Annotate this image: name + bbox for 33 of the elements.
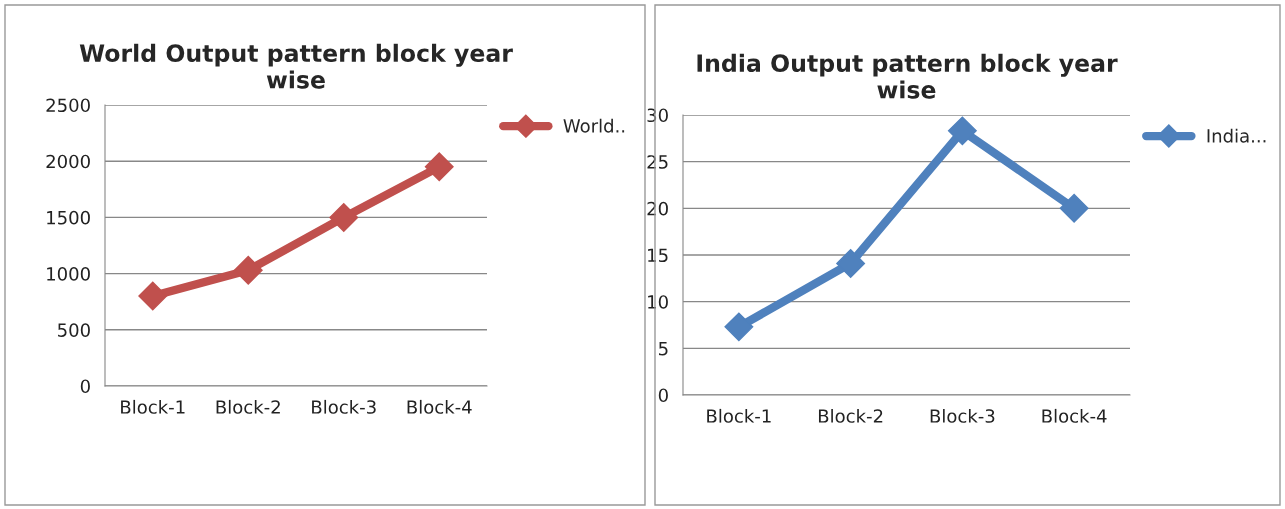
y-tick-label: 500 [58, 323, 90, 337]
y-tick-label: 15 [648, 248, 668, 263]
x-tick-label: Block-1 [707, 408, 771, 423]
y-tick-label: 25 [647, 155, 668, 169]
legend-label: World.. [563, 118, 625, 133]
y-tick-label: 0 [80, 379, 90, 394]
point [138, 281, 168, 311]
y-tick-label: 1000 [47, 267, 90, 281]
x-tick-label: Block-3 [930, 408, 995, 423]
point [947, 116, 977, 146]
point [836, 248, 866, 278]
chart-title: World Output pattern block year wise [79, 43, 513, 89]
y-tick-label: 0 [658, 388, 668, 403]
x-tick-label: Block-3 [312, 399, 376, 414]
x-tick-label: Block-4 [407, 399, 472, 414]
point [424, 152, 454, 182]
x-tick-label: Block-2 [818, 408, 883, 423]
legend-label: India... [1207, 128, 1266, 143]
point [1059, 193, 1089, 223]
point [329, 202, 359, 232]
x-tick-label: Block-1 [121, 399, 185, 414]
y-tick-label: 30 [647, 108, 668, 123]
y-tick-label: 20 [647, 201, 668, 216]
y-tick-label: 5 [659, 342, 668, 356]
point [233, 255, 263, 285]
y-tick-label: 1500 [47, 210, 90, 225]
y-tick-label: 2500 [46, 98, 90, 113]
chart-title: India Output pattern block year wise [697, 53, 1118, 99]
y-tick-label: 10 [648, 295, 668, 309]
x-tick-label: Block-4 [1042, 408, 1107, 423]
y-tick-label: 2000 [46, 154, 90, 169]
point [724, 312, 754, 342]
x-tick-label: Block-2 [216, 399, 280, 414]
